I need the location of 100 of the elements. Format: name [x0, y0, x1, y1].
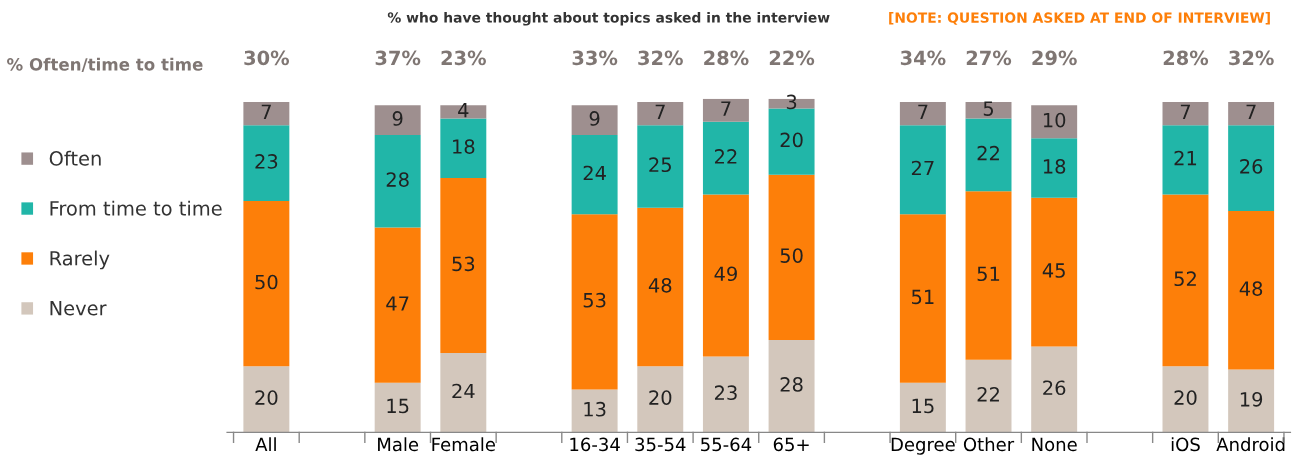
bar — [440, 118, 487, 178]
data-label: 49 — [714, 266, 737, 282]
data-label: 45 — [1042, 263, 1065, 278]
data-label: 15 — [912, 398, 934, 414]
x-tick-label: Male — [378, 437, 419, 452]
x-tick-label: 65+ — [773, 437, 809, 452]
data-label: 7 — [1180, 104, 1190, 119]
bar — [899, 214, 946, 383]
x-tick-label: Degree — [891, 437, 955, 455]
bar — [1031, 138, 1078, 198]
bar — [571, 389, 618, 433]
data-label: 10 — [1043, 112, 1066, 128]
bar — [965, 191, 1012, 360]
text: 22% — [769, 50, 815, 66]
data-label: 7 — [655, 104, 665, 119]
data-label: 7 — [721, 101, 731, 116]
data-label: 22 — [714, 149, 737, 164]
bar — [1162, 125, 1209, 195]
legend-label: Often — [49, 150, 101, 166]
bar — [768, 339, 815, 433]
data-label: 23 — [714, 385, 737, 401]
data-label: 9 — [392, 111, 403, 126]
x-tick-label: 55-64 — [701, 437, 752, 452]
bar — [1228, 211, 1275, 370]
bar — [440, 105, 487, 119]
bar — [965, 118, 1012, 192]
text: 37% — [375, 50, 421, 66]
text: % Often/time to time — [7, 57, 203, 72]
bar — [374, 227, 421, 383]
bar — [1228, 369, 1275, 433]
bar — [374, 105, 421, 136]
data-label: 7 — [261, 104, 271, 119]
bar — [1162, 102, 1209, 126]
data-label: 19 — [1240, 391, 1263, 407]
bar — [571, 105, 618, 136]
bar — [637, 366, 684, 433]
legend-label: Rarely — [50, 250, 110, 270]
bar — [899, 382, 946, 433]
x-tick-label: Other — [963, 437, 1015, 452]
text: 34% — [900, 50, 946, 66]
bar — [768, 174, 815, 340]
text: 27% — [966, 50, 1012, 66]
data-label: 51 — [912, 289, 934, 305]
data-label: 22 — [977, 386, 999, 402]
x-tick-label: 16-34 — [570, 437, 620, 452]
bar — [243, 125, 290, 202]
data-label: 20 — [780, 132, 803, 148]
data-label: 26 — [1043, 380, 1066, 396]
legend-label: From time to time — [50, 200, 222, 216]
data-label: 20 — [255, 390, 278, 405]
data-label: 53 — [452, 256, 475, 272]
data-label: 50 — [255, 274, 278, 290]
data-label: 9 — [589, 111, 600, 126]
data-label: 22 — [977, 145, 999, 161]
text: 29% — [1032, 50, 1077, 66]
bar — [243, 201, 290, 367]
data-label: 21 — [1174, 150, 1197, 166]
bar — [1031, 197, 1078, 347]
bar — [243, 366, 290, 433]
bar — [637, 125, 684, 208]
data-label: 48 — [1239, 281, 1263, 296]
data-label: 3 — [786, 94, 797, 110]
bar — [1228, 125, 1275, 212]
data-label: 20 — [649, 390, 672, 405]
legend-label: Never — [50, 301, 107, 316]
bar — [571, 214, 618, 390]
data-label: 27 — [911, 160, 934, 176]
data-label: 7 — [1246, 104, 1256, 119]
text: 32% — [638, 50, 683, 66]
text: 30% — [244, 50, 290, 66]
bar — [702, 98, 749, 122]
data-label: 25 — [649, 157, 671, 173]
bar — [571, 135, 618, 215]
text: 28% — [704, 50, 749, 66]
bar — [702, 194, 749, 357]
bar — [965, 359, 1012, 433]
bar — [374, 135, 421, 228]
bar — [965, 102, 1012, 119]
bar — [374, 382, 421, 433]
data-label: 28 — [386, 172, 409, 187]
data-label: 5 — [983, 101, 994, 116]
text: 32% — [1229, 50, 1274, 66]
data-label: 47 — [386, 296, 409, 311]
x-tick-label: 35-54 — [635, 437, 686, 452]
bar — [1031, 105, 1078, 139]
data-label: 7 — [918, 104, 928, 119]
data-label: 50 — [780, 248, 803, 263]
bar — [768, 108, 815, 175]
bar — [899, 102, 946, 126]
bar — [1162, 194, 1209, 367]
data-label: 15 — [387, 398, 409, 414]
data-label: 4 — [458, 103, 469, 118]
bar — [440, 353, 487, 433]
data-label: 23 — [255, 154, 278, 169]
bar — [702, 356, 749, 433]
x-tick-label: Female — [432, 437, 495, 452]
bar — [1228, 102, 1275, 126]
bar — [243, 102, 290, 126]
bar — [1162, 366, 1209, 433]
chart-subtitle: [NOTE: QUESTION ASKED AT END OF INTERVIEW] — [889, 12, 1270, 25]
